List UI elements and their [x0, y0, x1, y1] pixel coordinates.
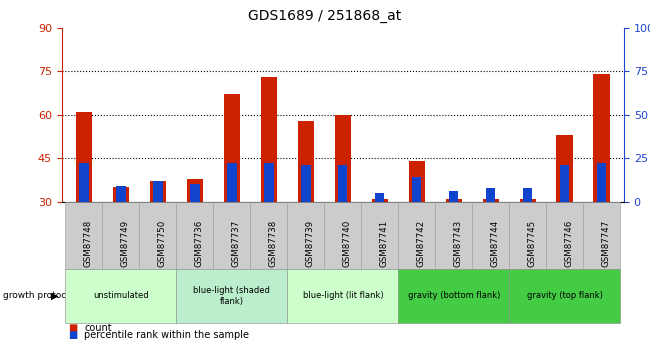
Bar: [116, 186, 125, 202]
Text: GSM87749: GSM87749: [121, 220, 130, 267]
Bar: [445, 199, 462, 202]
Bar: [261, 77, 277, 202]
Bar: [187, 179, 203, 202]
Text: gravity (top flank): gravity (top flank): [527, 291, 603, 300]
Bar: [486, 188, 495, 202]
Text: GSM87744: GSM87744: [491, 220, 500, 267]
Text: GSM87738: GSM87738: [269, 220, 278, 267]
Text: GSM87743: GSM87743: [454, 220, 463, 267]
Text: growth protocol: growth protocol: [3, 291, 75, 300]
Bar: [298, 120, 314, 202]
Bar: [224, 95, 240, 202]
Bar: [449, 191, 458, 202]
Text: GSM87739: GSM87739: [306, 220, 315, 267]
Text: GSM87740: GSM87740: [343, 220, 352, 267]
Bar: [335, 115, 351, 202]
Text: blue-light (shaded
flank): blue-light (shaded flank): [194, 286, 270, 306]
Text: gravity (bottom flank): gravity (bottom flank): [408, 291, 500, 300]
Bar: [593, 74, 610, 202]
Text: GSM87745: GSM87745: [528, 220, 537, 267]
Text: GSM87748: GSM87748: [84, 220, 93, 267]
Text: GSM87742: GSM87742: [417, 220, 426, 267]
Text: ■: ■: [68, 330, 77, 339]
Bar: [190, 185, 200, 202]
Bar: [372, 199, 388, 202]
Text: GSM87741: GSM87741: [380, 220, 389, 267]
Text: GSM87747: GSM87747: [602, 220, 611, 267]
Text: GSM87737: GSM87737: [232, 220, 241, 267]
Bar: [75, 112, 92, 202]
Bar: [79, 164, 88, 202]
Text: GDS1689 / 251868_at: GDS1689 / 251868_at: [248, 9, 402, 23]
Text: ■: ■: [68, 323, 77, 333]
Bar: [523, 188, 532, 202]
Bar: [301, 165, 311, 202]
Text: unstimulated: unstimulated: [93, 291, 149, 300]
Bar: [153, 181, 162, 202]
Bar: [556, 135, 573, 202]
Bar: [227, 164, 237, 202]
Bar: [112, 187, 129, 202]
Text: percentile rank within the sample: percentile rank within the sample: [84, 330, 250, 339]
Text: count: count: [84, 323, 112, 333]
Bar: [409, 161, 425, 202]
Bar: [338, 165, 348, 202]
Text: ▶: ▶: [51, 291, 58, 301]
Bar: [482, 199, 499, 202]
Bar: [412, 177, 421, 202]
Bar: [150, 181, 166, 202]
Text: blue-light (lit flank): blue-light (lit flank): [302, 291, 383, 300]
Text: GSM87750: GSM87750: [158, 220, 167, 267]
Bar: [560, 165, 569, 202]
Text: GSM87736: GSM87736: [195, 220, 204, 267]
Bar: [265, 164, 274, 202]
Bar: [597, 164, 606, 202]
Bar: [375, 193, 385, 202]
Bar: [519, 199, 536, 202]
Text: GSM87746: GSM87746: [565, 220, 574, 267]
